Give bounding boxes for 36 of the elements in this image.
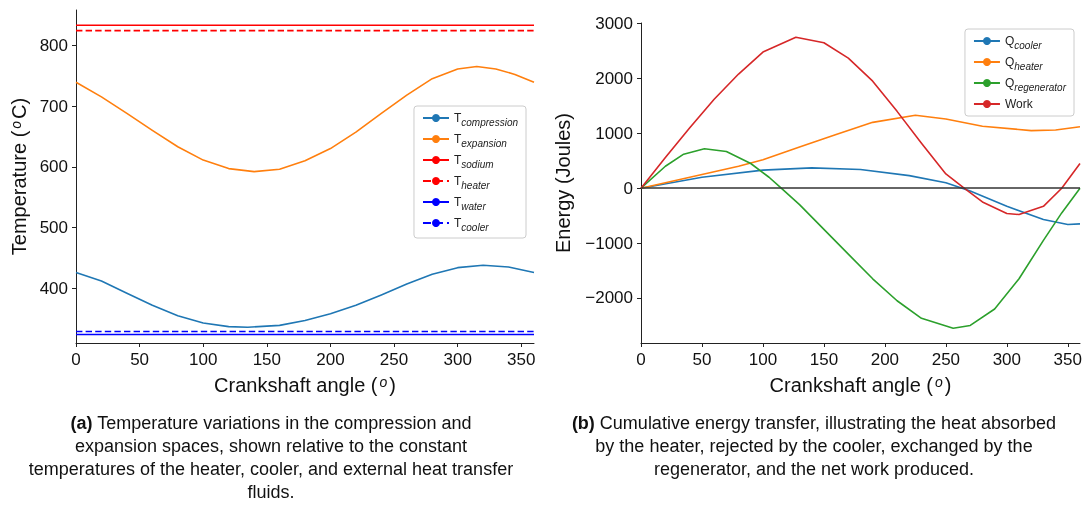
x-tick-label: 0: [636, 350, 646, 369]
x-tick-label: 350: [1053, 350, 1082, 369]
x-tick-label: 100: [748, 350, 778, 369]
line-series: [640, 36, 1081, 216]
y-tick-label: 0: [623, 178, 633, 198]
y-tick-label: 600: [39, 157, 68, 177]
y-tick-label: −1000: [585, 233, 633, 253]
y-tick-label: 2000: [595, 68, 633, 88]
x-tick-label: 300: [992, 350, 1022, 369]
y-tick-label: 800: [39, 35, 68, 55]
x-tick-label: 150: [252, 350, 282, 369]
y-tick-label: −2000: [585, 288, 633, 308]
x-tick-label: 50: [692, 350, 712, 369]
y-axis-title: Temperature (oC): [7, 97, 30, 256]
line-series: [75, 264, 535, 328]
x-tick-label: 350: [507, 350, 536, 369]
x-tick-label: 150: [809, 350, 839, 369]
y-tick-label: 3000: [595, 14, 633, 34]
y-tick-label: 500: [39, 218, 68, 238]
text: (a) Temperature variations in the compression and expansion spaces, shown relative to the constant temperatures of the heater, cooler, and external heat transfer fluids.: [28, 412, 514, 504]
text: (b) Cumulative energy transfer, illustrating the heat absorbed by the heater, rejected by the cooler, exchanged by the regenerator, and the net work produced.: [571, 412, 1057, 481]
y-axis-title: Energy (Joules): [552, 112, 574, 254]
y-tick-label: 700: [39, 96, 68, 116]
line-series: [75, 65, 535, 173]
y-tick-label: 1000: [595, 123, 633, 143]
y-tick-label: 400: [39, 278, 68, 298]
x-tick-label: 200: [870, 350, 900, 369]
x-tick-label: 50: [130, 350, 150, 369]
legend-label: Work: [1004, 97, 1034, 111]
x-tick-label: 300: [443, 350, 472, 369]
x-tick-label: 250: [931, 350, 961, 369]
x-tick-label: 100: [189, 350, 218, 369]
x-tick-label: 0: [71, 350, 81, 369]
line-series: [640, 147, 1081, 329]
x-tick-label: 250: [379, 350, 409, 369]
x-tick-label: 200: [316, 350, 345, 369]
